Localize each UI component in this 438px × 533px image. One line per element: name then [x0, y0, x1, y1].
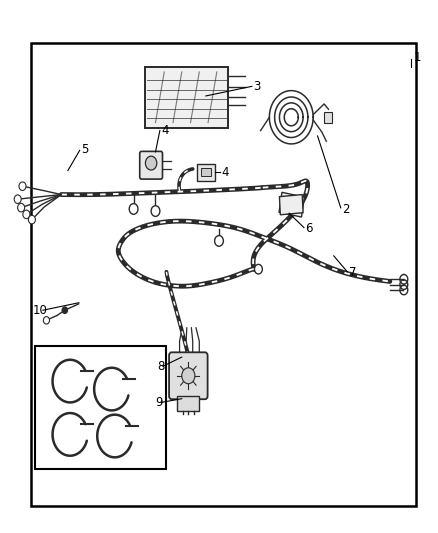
Circle shape [62, 307, 67, 313]
Circle shape [145, 156, 157, 170]
Text: 1: 1 [414, 51, 421, 63]
Circle shape [23, 210, 30, 219]
Text: 10: 10 [33, 304, 48, 317]
Circle shape [28, 215, 35, 224]
Circle shape [18, 204, 25, 212]
FancyBboxPatch shape [140, 151, 162, 179]
Text: 8: 8 [157, 360, 164, 373]
Text: 6: 6 [305, 222, 313, 235]
Circle shape [254, 264, 262, 274]
Text: 4: 4 [161, 124, 169, 136]
FancyBboxPatch shape [169, 352, 208, 399]
Circle shape [215, 236, 223, 246]
Bar [279, 192, 304, 217]
Bar [197, 164, 215, 181]
Bar [177, 396, 199, 411]
Circle shape [43, 317, 49, 324]
Circle shape [19, 182, 26, 190]
Text: 5: 5 [81, 143, 88, 156]
Bar [35, 346, 166, 469]
Bar [324, 112, 332, 123]
Circle shape [182, 368, 195, 384]
Text: 3: 3 [254, 80, 261, 93]
Text: 4: 4 [221, 166, 229, 179]
Circle shape [129, 204, 138, 214]
Circle shape [151, 206, 160, 216]
Circle shape [14, 195, 21, 204]
Bar [201, 168, 211, 176]
Text: 9: 9 [155, 396, 162, 409]
Text: 2: 2 [343, 203, 350, 216]
Text: 7: 7 [349, 266, 357, 279]
Polygon shape [279, 195, 303, 215]
Bar [31, 43, 416, 506]
Bar [145, 67, 228, 128]
